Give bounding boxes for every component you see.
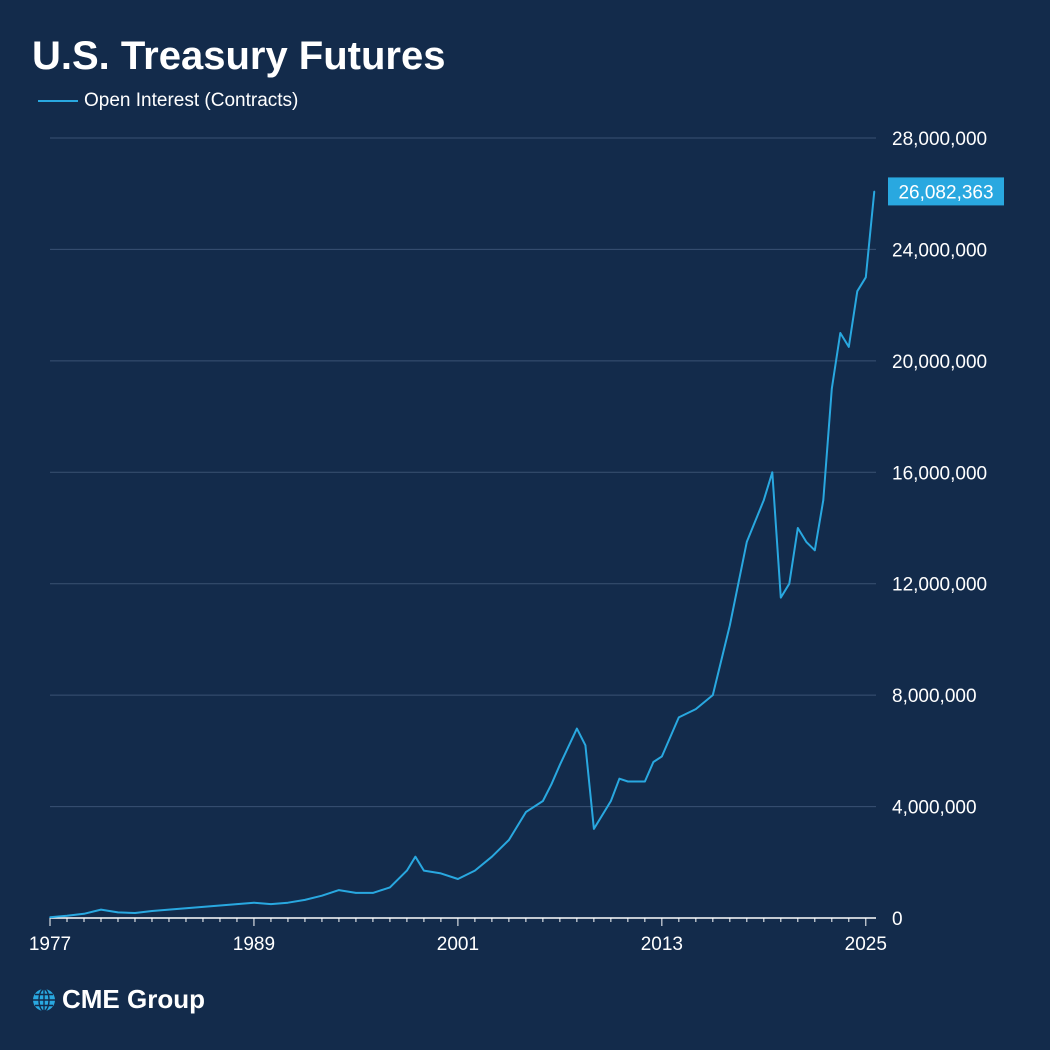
data-point [550, 783, 553, 786]
x-tick-label: 2001 [437, 934, 479, 955]
data-point [729, 624, 731, 627]
data-point [49, 916, 51, 918]
data-point [763, 499, 765, 501]
data-point [66, 914, 68, 917]
chart-title: U.S. Treasury Futures [32, 34, 446, 78]
x-tick-label: 2025 [845, 934, 887, 955]
x-tick-label: 2013 [641, 934, 683, 955]
data-point [848, 346, 850, 348]
y-tick-label: 8,000,000 [892, 686, 977, 707]
data-point [168, 908, 170, 911]
legend: Open Interest (Contracts) [38, 90, 298, 112]
data-point [525, 811, 527, 813]
data-point [117, 911, 119, 914]
data-point [831, 387, 833, 390]
y-tick-label: 28,000,000 [892, 129, 987, 150]
data-point [644, 780, 646, 783]
data-point [771, 471, 774, 474]
data-point [457, 878, 459, 880]
data-point [389, 886, 391, 889]
data-point [406, 869, 408, 872]
data-point [151, 910, 153, 912]
data-point [822, 499, 825, 501]
y-tick-label: 12,000,000 [892, 575, 987, 596]
logo-text: CME Group [62, 984, 205, 1014]
data-point [678, 716, 680, 719]
last-value-label: 26,082,363 [898, 182, 993, 203]
data-point [372, 892, 374, 894]
cme-group-logo: CME Group [32, 984, 205, 1015]
data-point [219, 904, 221, 907]
y-tick-label: 20,000,000 [892, 352, 987, 373]
data-point [559, 763, 561, 766]
legend-label: Open Interest (Contracts) [84, 90, 299, 111]
data-point [712, 694, 714, 696]
data-point [584, 744, 587, 747]
data-point [865, 276, 867, 279]
data-point [270, 903, 272, 905]
last-value-badge [888, 177, 1004, 206]
y-tick-label: 16,000,000 [892, 463, 987, 484]
data-point [576, 727, 578, 730]
data-point [839, 332, 842, 334]
data-point [746, 541, 748, 543]
data-point [423, 869, 425, 872]
data-point [236, 903, 238, 905]
data-point [134, 912, 136, 914]
data-point [253, 901, 255, 904]
data-point [618, 777, 621, 780]
series-line-open-interest [49, 191, 876, 919]
globe-icon [33, 987, 55, 1012]
data-point [652, 761, 655, 763]
data-point [414, 855, 417, 858]
data-point [287, 901, 289, 904]
data-point [304, 899, 306, 901]
data-point [508, 839, 510, 841]
data-point [355, 892, 357, 894]
legend-line-swatch [38, 100, 78, 102]
y-tick-label: 4,000,000 [892, 798, 977, 819]
data-point [83, 913, 85, 915]
data-point [610, 800, 612, 802]
data-point [491, 855, 493, 858]
x-tick-label: 1977 [29, 934, 71, 955]
data-point [185, 907, 187, 910]
data-point [780, 596, 782, 599]
data-point [474, 869, 476, 872]
data-point [627, 780, 629, 783]
data-point [202, 906, 204, 908]
data-point [593, 828, 595, 830]
data-point [805, 541, 808, 543]
x-tick-label: 1989 [233, 934, 275, 955]
data-point [338, 889, 340, 891]
data-point [440, 872, 442, 875]
data-point [542, 800, 544, 802]
data-point [814, 549, 816, 552]
data-point [695, 708, 697, 710]
y-tick-label: 0 [892, 909, 903, 930]
data-point [661, 755, 663, 758]
data-point [797, 527, 799, 529]
data-point [788, 582, 791, 585]
data-point [100, 908, 102, 911]
y-tick-label: 24,000,000 [892, 240, 987, 261]
data-point [856, 290, 859, 293]
data-point [321, 894, 323, 897]
data-point [873, 190, 876, 193]
